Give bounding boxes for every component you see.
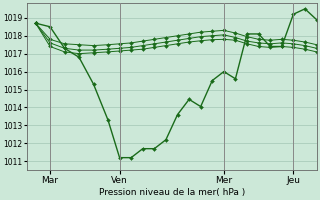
- X-axis label: Pression niveau de la mer( hPa ): Pression niveau de la mer( hPa ): [99, 188, 245, 197]
